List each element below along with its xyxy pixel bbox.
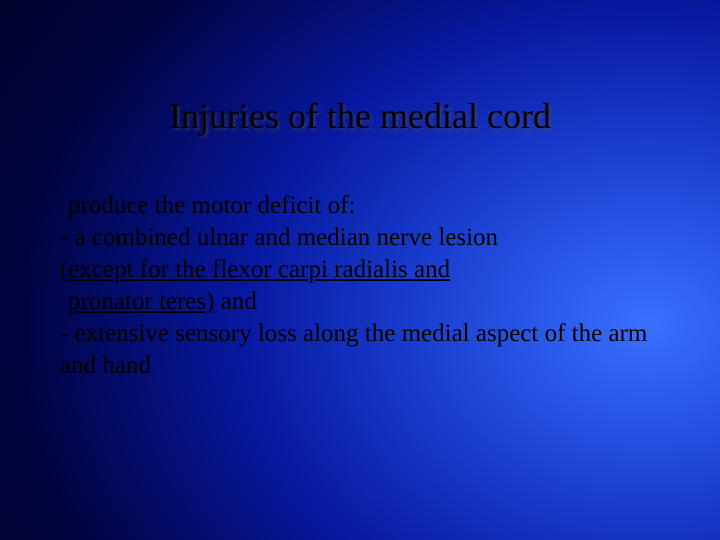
body-line-1: produce the motor deficit of: <box>60 190 670 222</box>
slide-body: produce the motor deficit of: - a combin… <box>60 190 670 382</box>
body-line-2c-post: and <box>214 288 256 315</box>
slide-container: Injuries of the medial cord produce the … <box>0 0 720 540</box>
underlined-text-a: (except for the flexor carpi radialis an… <box>60 256 450 283</box>
underlined-text-b: pronator teres) <box>68 288 214 315</box>
body-line-2c: pronator teres) and <box>60 286 670 318</box>
slide-title: Injuries of the medial cord <box>0 95 720 137</box>
body-line-2a: - a combined ulnar and median nerve lesi… <box>60 222 670 254</box>
body-line-2b: (except for the flexor carpi radialis an… <box>60 254 670 286</box>
body-line-3: - extensive sensory loss along the media… <box>60 318 670 382</box>
